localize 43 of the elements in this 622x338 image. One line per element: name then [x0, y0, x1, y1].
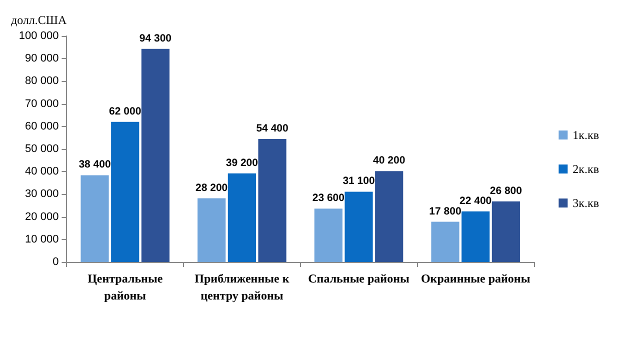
bar — [492, 201, 520, 262]
x-tick-label: Центральные районы — [88, 272, 164, 302]
data-label: 38 400 — [78, 158, 111, 171]
data-label: 28 200 — [196, 182, 228, 194]
data-label: 31 100 — [342, 175, 375, 188]
data-label: 94 300 — [139, 32, 172, 44]
y-tick-label: 50 000 — [25, 143, 59, 155]
data-label: 22 400 — [460, 194, 492, 207]
y-tick-label: 70 000 — [25, 98, 59, 110]
y-tick-label: 90 000 — [25, 52, 59, 65]
bar — [111, 122, 140, 262]
x-tick-label: Приближенные к центру районы — [194, 272, 290, 302]
bar — [258, 139, 286, 262]
data-label: 17 800 — [429, 205, 462, 218]
bar — [344, 192, 373, 262]
legend-label: 1к.кв — [572, 128, 600, 142]
x-tick-label: Спальные районы — [308, 272, 410, 286]
y-tick-label: 30 000 — [25, 188, 59, 200]
data-label: 23 600 — [312, 192, 345, 204]
x-tick-label: Окраинные районы — [420, 272, 531, 286]
data-label: 40 200 — [373, 154, 406, 167]
y-tick-label: 60 000 — [25, 120, 59, 132]
bar — [314, 208, 342, 262]
bar — [431, 222, 460, 262]
y-tick-label: 0 — [52, 256, 59, 268]
data-label: 26 800 — [490, 184, 522, 197]
data-label: 39 200 — [226, 156, 258, 169]
bar — [462, 211, 490, 262]
y-tick-label: 20 000 — [25, 210, 59, 223]
y-tick-label: 10 000 — [25, 233, 59, 246]
legend-label: 2к.кв — [572, 162, 600, 176]
bar — [141, 48, 170, 262]
y-tick-label: 100 000 — [18, 30, 59, 42]
data-label: 54 400 — [256, 122, 288, 135]
bar — [375, 171, 404, 262]
bar — [228, 173, 256, 262]
y-axis-title: долл.США — [10, 13, 68, 27]
data-label: 62 000 — [109, 105, 142, 118]
y-tick-label: 40 000 — [25, 166, 59, 178]
legend-label: 3к.кв — [572, 196, 600, 210]
y-tick-label: 80 000 — [25, 75, 59, 88]
bar — [80, 175, 109, 262]
bar — [198, 198, 226, 262]
